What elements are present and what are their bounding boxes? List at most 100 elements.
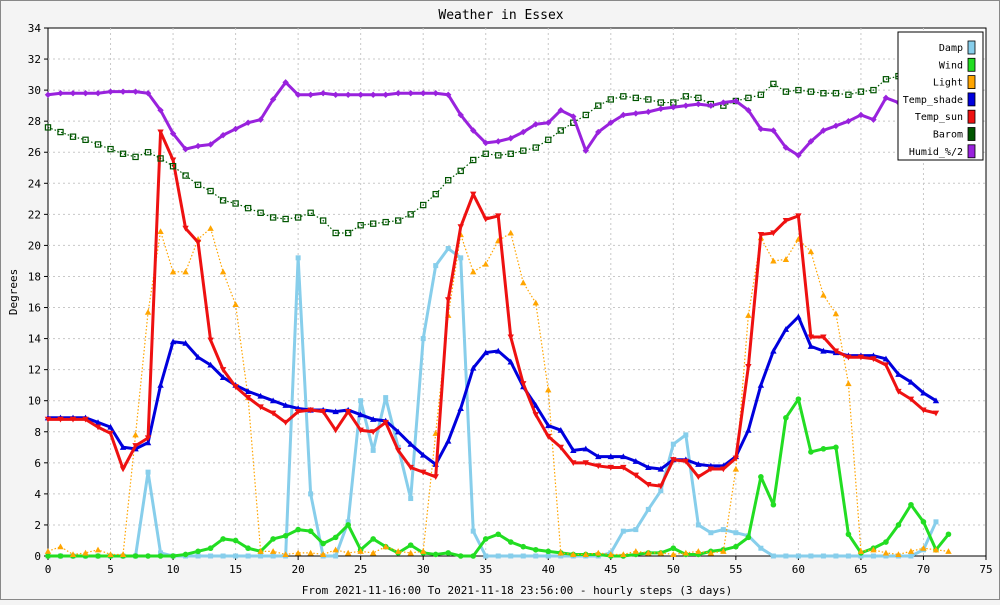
- data-point-humid-2: [244, 119, 252, 126]
- y-tick-label: 12: [28, 364, 41, 377]
- data-point-temp-sun: [57, 416, 64, 423]
- data-point-temp-shade: [882, 355, 890, 362]
- data-point-barom: [657, 99, 665, 106]
- data-point-humid-2: [294, 91, 302, 98]
- data-point-humid-2: [369, 91, 377, 98]
- data-point-light: [282, 551, 289, 558]
- data-point-wind: [170, 553, 176, 559]
- data-point-damp: [708, 530, 714, 536]
- data-point-wind: [783, 414, 789, 421]
- data-point-temp-sun: [44, 416, 52, 423]
- data-point-humid-2: [232, 125, 239, 133]
- data-point-temp-sun: [607, 464, 614, 471]
- data-point-temp-sun: [857, 354, 865, 361]
- data-point-barom: [269, 214, 277, 221]
- data-point-humid-2: [119, 88, 127, 95]
- data-point-temp-sun: [69, 416, 77, 423]
- data-point-temp-sun: [332, 427, 339, 434]
- data-point-barom: [394, 217, 402, 224]
- data-point-temp-shade: [470, 364, 477, 371]
- data-point-temp-sun: [207, 337, 214, 344]
- data-point-barom: [745, 94, 752, 102]
- data-point-temp-sun: [557, 444, 564, 451]
- data-point-wind: [320, 540, 326, 547]
- data-point-light: [707, 549, 715, 556]
- data-point-light: [532, 299, 539, 306]
- data-point-damp: [408, 496, 414, 502]
- x-tick-label: 45: [604, 563, 617, 576]
- data-point-humid-2: [194, 142, 202, 150]
- data-point-temp-shade: [582, 445, 589, 452]
- data-point-wind: [470, 553, 477, 559]
- data-point-barom: [219, 197, 227, 204]
- data-point-temp-sun: [632, 472, 640, 479]
- data-point-humid-2: [144, 90, 152, 97]
- data-point-temp-sun: [695, 474, 702, 480]
- data-point-temp-sun: [745, 363, 752, 370]
- data-point-barom: [532, 144, 539, 151]
- data-point-temp-sun: [707, 466, 715, 473]
- data-point-temp-sun: [907, 396, 915, 403]
- data-point-temp-shade: [94, 419, 102, 426]
- data-point-temp-sun: [219, 367, 227, 373]
- data-point-temp-sun: [932, 410, 940, 417]
- data-point-wind: [920, 519, 927, 525]
- data-point-barom: [382, 218, 389, 226]
- data-point-temp-sun: [470, 191, 477, 198]
- data-point-damp: [670, 441, 676, 447]
- data-point-temp-shade: [269, 397, 277, 404]
- data-point-light: [657, 549, 665, 556]
- data-point-damp: [758, 545, 764, 551]
- data-point-barom: [545, 136, 552, 144]
- x-tick-label: 5: [107, 563, 114, 576]
- data-point-damp: [533, 553, 539, 559]
- data-point-light: [232, 301, 239, 307]
- data-point-humid-2: [344, 91, 352, 98]
- data-point-humid-2: [169, 130, 177, 137]
- data-point-light: [332, 546, 339, 553]
- data-point-light: [845, 380, 852, 387]
- series-line-barom: [47, 75, 912, 234]
- data-point-light: [632, 548, 640, 554]
- data-point-temp-sun: [269, 410, 277, 417]
- data-point-light: [882, 549, 890, 556]
- data-point-humid-2: [470, 127, 477, 134]
- data-point-barom: [582, 111, 589, 119]
- data-point-barom: [432, 190, 439, 198]
- data-point-temp-shade: [244, 388, 252, 394]
- data-point-barom: [307, 209, 314, 216]
- data-point-damp: [770, 553, 776, 559]
- data-point-humid-2: [357, 91, 364, 98]
- y-tick-label: 6: [34, 457, 41, 470]
- data-point-wind: [407, 542, 414, 548]
- data-point-temp-shade: [782, 326, 790, 332]
- data-point-temp-shade: [895, 371, 902, 377]
- data-point-damp: [445, 246, 451, 252]
- y-tick-label: 32: [28, 53, 41, 66]
- y-tick-label: 30: [28, 84, 41, 97]
- data-point-temp-shade: [282, 402, 289, 408]
- data-point-light: [357, 548, 364, 554]
- legend-swatch-temp-shade: [967, 92, 976, 107]
- data-point-temp-shade: [770, 347, 777, 354]
- data-point-light: [294, 549, 302, 556]
- data-point-light: [207, 225, 214, 231]
- data-point-temp-sun: [420, 469, 427, 476]
- data-point-damp: [383, 395, 389, 401]
- data-point-wind: [295, 526, 301, 533]
- data-point-barom: [232, 200, 239, 207]
- data-point-wind: [532, 546, 539, 553]
- data-point-temp-sun: [795, 213, 802, 220]
- data-point-damp: [858, 553, 864, 559]
- data-point-temp-sun: [407, 464, 414, 471]
- data-point-humid-2: [720, 99, 727, 106]
- data-point-barom: [257, 209, 264, 216]
- data-point-temp-shade: [457, 405, 464, 412]
- data-point-temp-sun: [807, 334, 815, 341]
- data-point-damp: [833, 553, 839, 559]
- data-point-temp-shade: [557, 427, 564, 433]
- data-point-damp: [733, 530, 739, 536]
- legend-swatch-light: [967, 75, 976, 89]
- data-point-humid-2: [520, 128, 527, 136]
- data-point-damp: [645, 506, 651, 512]
